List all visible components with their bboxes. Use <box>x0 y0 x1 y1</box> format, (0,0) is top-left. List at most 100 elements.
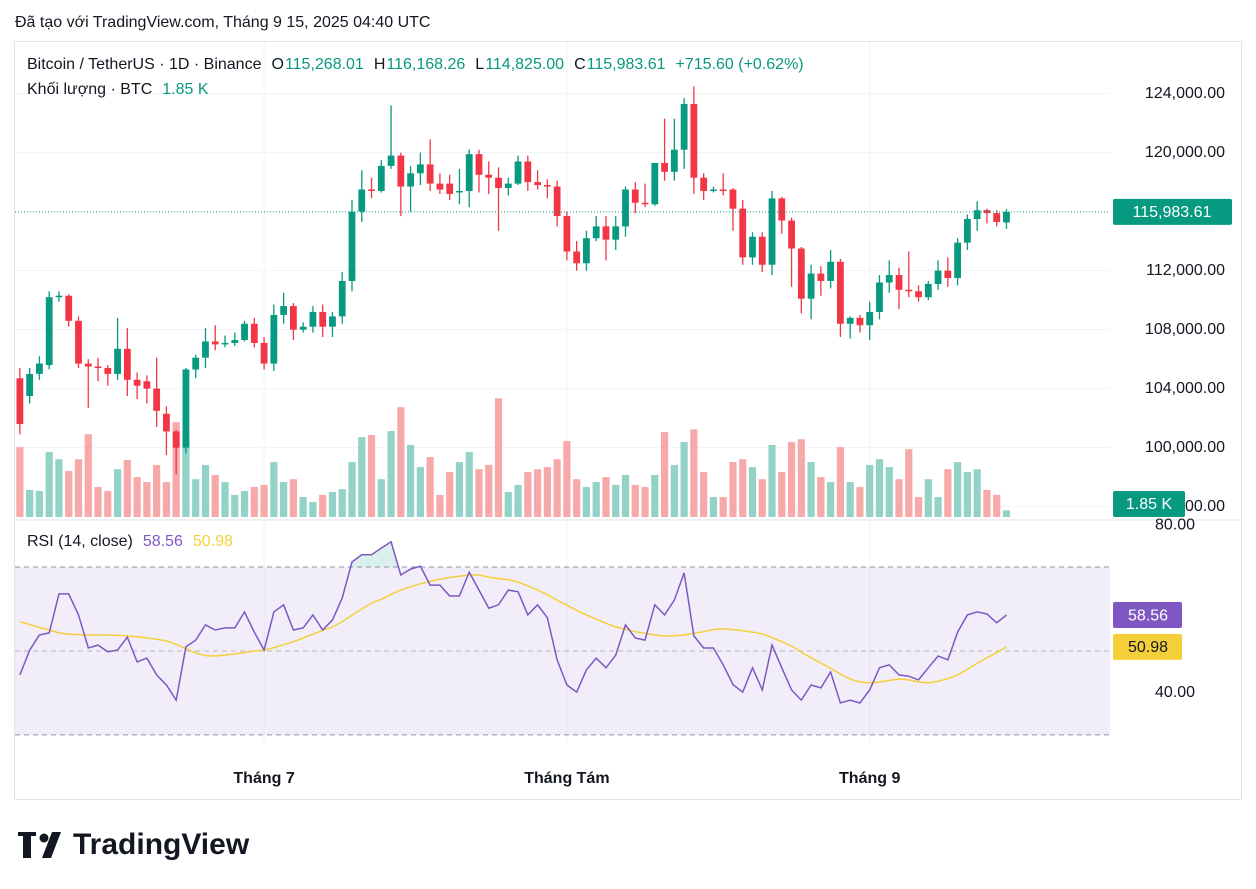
volume-bar <box>289 479 297 517</box>
volume-tag <box>1113 491 1185 517</box>
volume-bar <box>739 459 747 517</box>
candle-body <box>690 103 698 178</box>
candle-body <box>202 341 209 358</box>
volume-bar <box>533 469 542 517</box>
volume-bar <box>299 497 307 517</box>
candle-body <box>573 251 581 264</box>
volume-bar <box>719 497 727 517</box>
x-tick-label: Tháng Tám <box>524 770 609 787</box>
candle-body <box>75 320 82 364</box>
candle-body <box>465 154 473 191</box>
volume-bar <box>787 442 796 517</box>
candle-body <box>182 369 190 448</box>
legend-value: 115,983.61 <box>587 56 666 73</box>
volume-bar <box>934 497 942 517</box>
logo: TradingView <box>18 828 250 861</box>
y-tick-label: 104,000.00 <box>1145 380 1225 397</box>
candle-body <box>231 339 239 343</box>
volume-bar <box>74 459 83 517</box>
candle-body <box>26 373 34 397</box>
volume-bar <box>465 452 473 517</box>
candle-body <box>524 161 532 183</box>
candle-body <box>84 363 92 367</box>
volume-bar <box>192 479 200 517</box>
logo-text: TradingView <box>73 828 250 861</box>
candle-body <box>260 342 268 364</box>
x-tick-label: Tháng 7 <box>233 770 294 787</box>
candle-body <box>16 378 24 425</box>
price-tag <box>1113 198 1232 225</box>
volume-bar <box>973 469 981 517</box>
volume-bar <box>280 482 288 517</box>
logo-icon <box>18 832 36 858</box>
logo-icon <box>39 833 49 843</box>
rsi-tick-label: 80.00 <box>1155 516 1195 533</box>
volume-bar <box>553 459 561 517</box>
volume-bar <box>631 484 639 517</box>
candle-body <box>299 326 307 330</box>
volume-bar <box>377 479 385 517</box>
volume-bar <box>524 472 532 517</box>
legend-key: C <box>574 56 586 73</box>
candle-body <box>407 173 415 187</box>
candle-body <box>778 198 786 221</box>
volume-bar <box>827 482 835 517</box>
volume-bar <box>201 464 210 517</box>
candle-body <box>1003 211 1010 223</box>
volume-bar <box>612 484 620 517</box>
volume-bar <box>240 490 249 517</box>
volume-bar <box>836 447 845 517</box>
candle-body <box>104 368 112 374</box>
volume-bar <box>485 464 493 517</box>
candle-body <box>719 189 727 191</box>
volume-bar <box>582 487 591 517</box>
legend-volume-name: Khối lượng · BTC <box>27 81 152 98</box>
volume-bar <box>621 474 630 517</box>
candle-body <box>817 273 825 281</box>
candle-body <box>319 311 327 327</box>
candle-body <box>270 314 278 364</box>
volume-bar <box>475 469 483 517</box>
volume-bar <box>182 437 190 517</box>
candle-body <box>729 189 737 209</box>
volume-bar <box>65 470 73 517</box>
candle-body <box>446 183 454 194</box>
candle-body <box>416 164 424 174</box>
volume-bar <box>758 479 766 517</box>
candle-body <box>592 226 600 239</box>
candle-body <box>309 311 317 327</box>
legend-volume-value: 1.85 K <box>162 81 209 98</box>
rsi-tag-label: 58.56 <box>1128 607 1168 624</box>
legend-value: 115,268.01 <box>285 56 364 73</box>
candle-body <box>710 189 717 191</box>
rsi-tag <box>1113 602 1182 629</box>
candle-body <box>563 216 571 252</box>
volume-bar <box>895 479 903 517</box>
candle-body <box>543 185 551 187</box>
volume-bar <box>543 467 551 517</box>
candle-body <box>456 190 463 193</box>
volume-bar <box>670 464 678 517</box>
volume-bar <box>436 494 444 517</box>
overbought-fill <box>350 541 421 568</box>
y-tick-label: 120,000.00 <box>1145 144 1225 161</box>
candle-body <box>856 317 864 326</box>
candle-body <box>680 103 688 150</box>
candle-body <box>622 189 629 227</box>
volume-bar <box>94 487 102 517</box>
volume-bar <box>143 482 151 517</box>
legend-rsi-ma-value: 50.98 <box>193 533 233 550</box>
candle-body <box>807 273 815 299</box>
volume-bar <box>26 489 34 517</box>
legend: Bitcoin / TetherUS · 1D · Binance O115,26… <box>27 56 804 73</box>
candle-body <box>876 282 883 312</box>
candle-body <box>514 161 522 184</box>
legend-value: 116,168.26 <box>386 56 465 73</box>
candle-body <box>583 238 590 264</box>
volume-bar <box>153 464 161 517</box>
rsi-ma-tag-label: 50.98 <box>1128 639 1168 656</box>
candle-body <box>895 275 903 290</box>
rsi-line <box>19 540 1007 704</box>
volume-bar <box>123 459 131 517</box>
